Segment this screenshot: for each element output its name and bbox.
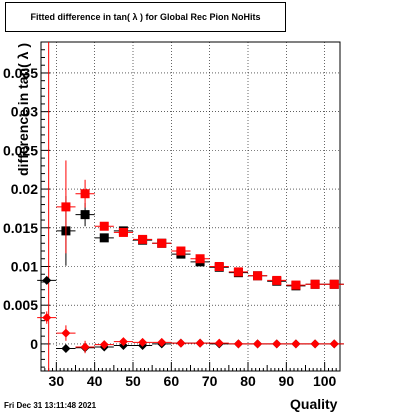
y-tick-label: 0.03 bbox=[11, 104, 38, 120]
data-point-square bbox=[99, 221, 109, 231]
data-point-diamond bbox=[61, 328, 71, 338]
data-point-diamond bbox=[310, 339, 320, 349]
data-point-diamond bbox=[272, 339, 282, 349]
data-point-square bbox=[176, 246, 186, 256]
y-tick-label: 0 bbox=[30, 336, 38, 352]
data-point-square bbox=[310, 279, 320, 289]
y-tick-label: 0.025 bbox=[3, 142, 38, 158]
data-point-square bbox=[272, 275, 282, 285]
data-point-diamond bbox=[61, 344, 71, 354]
data-point-diamond bbox=[176, 338, 186, 348]
data-point-square bbox=[118, 227, 128, 237]
y-tick-label: 0.035 bbox=[3, 65, 38, 81]
x-tick-label: 30 bbox=[49, 373, 65, 389]
data-marks bbox=[37, 42, 344, 371]
data-point-diamond bbox=[118, 337, 128, 347]
data-point-square bbox=[253, 271, 263, 281]
y-axis-label: difference in tan( λ ) bbox=[15, 42, 31, 176]
data-point-diamond bbox=[195, 338, 205, 348]
data-point-diamond bbox=[329, 339, 339, 349]
data-point-square bbox=[80, 189, 90, 199]
data-point-square bbox=[80, 210, 90, 220]
data-point-diamond bbox=[214, 338, 224, 348]
data-point-square bbox=[61, 202, 71, 212]
data-point-square bbox=[233, 267, 243, 277]
data-point-diamond bbox=[42, 275, 52, 285]
timestamp-footer: Fri Dec 31 13:11:48 2021 bbox=[4, 401, 97, 410]
y-tick-label: 0.005 bbox=[3, 297, 38, 313]
data-point-square bbox=[99, 233, 109, 243]
data-point-diamond bbox=[80, 342, 90, 352]
data-point-square bbox=[329, 279, 339, 289]
data-point-diamond bbox=[233, 339, 243, 349]
data-point-square bbox=[157, 238, 167, 248]
data-point-diamond bbox=[42, 313, 52, 323]
x-axis-label: Quality bbox=[290, 396, 338, 412]
x-tick-label: 40 bbox=[87, 373, 103, 389]
data-point-diamond bbox=[138, 337, 148, 347]
data-point-square bbox=[214, 261, 224, 271]
data-point-square bbox=[291, 280, 301, 290]
data-point-diamond bbox=[291, 339, 301, 349]
grid bbox=[41, 42, 340, 371]
chart-title: Fitted difference in tan( λ ) for Global… bbox=[5, 2, 286, 32]
x-tick-label: 90 bbox=[279, 373, 295, 389]
data-point-square bbox=[195, 254, 205, 264]
x-tick-label: 60 bbox=[164, 373, 180, 389]
data-point-square bbox=[138, 234, 148, 244]
axes: 30 40 50 60 70 80 90 100 0 0.005 0.01 0.015 0.02 0.02… bbox=[3, 41, 341, 389]
data-point-diamond bbox=[253, 339, 263, 349]
x-tick-label: 50 bbox=[125, 373, 141, 389]
y-tick-label: 0.02 bbox=[11, 181, 38, 197]
data-point-diamond bbox=[99, 340, 109, 350]
plot-frame bbox=[40, 41, 341, 372]
data-point-diamond bbox=[157, 337, 167, 347]
x-tick-label: 100 bbox=[313, 373, 337, 389]
x-tick-label: 80 bbox=[240, 373, 256, 389]
x-tick-label: 70 bbox=[202, 373, 218, 389]
y-tick-label: 0.01 bbox=[11, 258, 38, 274]
y-tick-label: 0.015 bbox=[3, 220, 38, 236]
